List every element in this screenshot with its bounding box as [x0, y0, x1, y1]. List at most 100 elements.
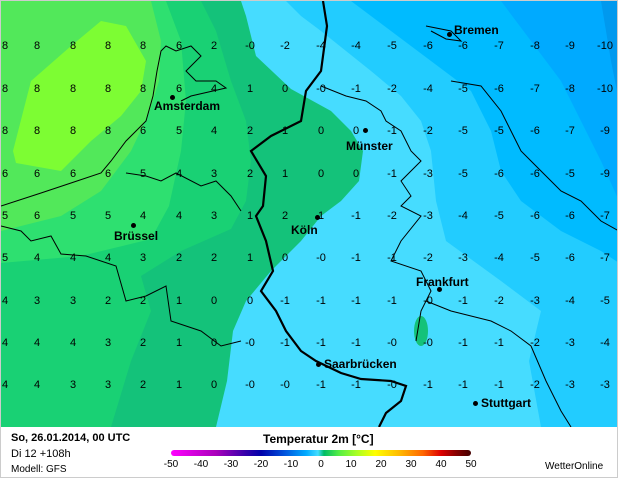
temperature-value: 2: [140, 337, 146, 349]
temperature-value: 5: [105, 210, 111, 222]
temperature-value: -1: [316, 295, 326, 307]
temperature-value: -1: [458, 337, 468, 349]
scale-tick-label: 20: [375, 459, 387, 470]
temperature-value: -1: [351, 210, 361, 222]
temperature-value: 2: [176, 252, 182, 264]
temperature-value: 1: [247, 252, 253, 264]
city-amsterdam: Amsterdam: [154, 99, 221, 113]
temperature-value: -0: [316, 83, 326, 95]
temperature-value: -0: [280, 379, 290, 391]
temperature-value: -6: [458, 40, 468, 52]
temperature-value: 4: [211, 125, 217, 137]
temperature-value: -6: [565, 210, 575, 222]
temperature-value: -6: [565, 252, 575, 264]
temperature-value: -1: [351, 252, 361, 264]
temperature-value: 4: [2, 295, 8, 307]
temperature-value: 3: [105, 379, 111, 391]
temperature-value: 8: [2, 40, 8, 52]
color-scale-bar: [171, 450, 471, 456]
temperature-value: -9: [600, 168, 610, 180]
temperature-value: 4: [176, 168, 182, 180]
temperature-value: -1: [351, 379, 361, 391]
temperature-value: -2: [387, 83, 397, 95]
temperature-value: 4: [211, 83, 217, 95]
region-0-2-blob: [414, 316, 428, 346]
temperature-value: 6: [70, 168, 76, 180]
temperature-value: 8: [70, 125, 76, 137]
temperature-value: -1: [387, 168, 397, 180]
temperature-value: -5: [458, 168, 468, 180]
temperature-value: -3: [423, 168, 433, 180]
coastline: [1, 45, 228, 207]
temperature-value: 6: [2, 168, 8, 180]
temperature-value: 6: [34, 210, 40, 222]
temperature-map: 8 8 8 8 8 6 2 -0 -2 -4 -4 -5 -6 -6 -7 -8 -9 -108 8 8 8 8 6 4 1 0-…: [1, 1, 617, 427]
temperature-value: -4: [316, 40, 326, 52]
country-border: [249, 1, 408, 427]
scale-tick-label: 40: [435, 459, 447, 470]
temperature-value: -8: [565, 83, 575, 95]
temperature-value: -10: [597, 83, 613, 95]
temperature-value: -0: [245, 379, 255, 391]
temperature-value: 8: [105, 125, 111, 137]
temperature-value: -7: [530, 83, 540, 95]
temperature-value: 5: [2, 252, 8, 264]
temperature-value: -1: [458, 379, 468, 391]
german-state-border: [425, 300, 572, 427]
german-state-border: [450, 80, 617, 231]
temperature-value: -0: [423, 295, 433, 307]
legend-title: Temperatur 2m [°C]: [263, 432, 374, 446]
city-munster: Münster: [346, 139, 393, 153]
temperature-value: -2: [530, 337, 540, 349]
temperature-value: -2: [423, 252, 433, 264]
city-dot: [131, 223, 136, 228]
temperature-value: 2: [140, 379, 146, 391]
temperature-value: 4: [2, 379, 8, 391]
temperature-value: -5: [600, 295, 610, 307]
temperature-value: -0: [245, 337, 255, 349]
temperature-value: 3: [70, 295, 76, 307]
city-dot: [437, 287, 442, 292]
temperature-value: 4: [105, 252, 111, 264]
temperature-value: -6: [494, 168, 504, 180]
temperature-value: 3: [211, 168, 217, 180]
temperature-value: -5: [494, 125, 504, 137]
temperature-value: 4: [34, 337, 40, 349]
temperature-value: -3: [458, 252, 468, 264]
temperature-value: 8: [34, 125, 40, 137]
temperature-value: 0: [282, 83, 288, 95]
temperature-value: 0: [318, 168, 324, 180]
temperature-value: -6: [494, 83, 504, 95]
temperature-value: -4: [458, 210, 468, 222]
temperature-value: 8: [140, 40, 146, 52]
brand-label: WetterOnline: [545, 461, 604, 472]
scale-tick-label: -40: [193, 459, 209, 470]
temperature-value: 4: [34, 252, 40, 264]
city-dot: [447, 32, 452, 37]
temperature-value: 2: [140, 295, 146, 307]
city-frankfurt: Frankfurt: [416, 275, 469, 289]
temperature-value: -1: [316, 379, 326, 391]
temperature-value: -0: [245, 40, 255, 52]
city-dot: [170, 95, 175, 100]
temperature-value: 6: [105, 168, 111, 180]
city-koln: Köln: [291, 223, 318, 237]
city-dot: [473, 401, 478, 406]
temperature-value: -7: [565, 125, 575, 137]
temperature-value: 6: [176, 83, 182, 95]
temperature-value: 2: [247, 168, 253, 180]
temperature-value: 3: [70, 379, 76, 391]
temperature-value: -2: [280, 40, 290, 52]
temperature-value: -4: [565, 295, 575, 307]
temperature-value: -1: [458, 295, 468, 307]
temperature-value: -5: [458, 83, 468, 95]
temperature-value: -2: [423, 125, 433, 137]
temperature-value: 1: [247, 210, 253, 222]
temperature-value: -1: [351, 83, 361, 95]
temperature-value: 2: [211, 252, 217, 264]
temperature-value: 1: [282, 125, 288, 137]
temperature-value: 4: [34, 379, 40, 391]
temperature-value: 1: [176, 379, 182, 391]
temperature-value: 4: [176, 210, 182, 222]
coastlines: [1, 25, 617, 427]
